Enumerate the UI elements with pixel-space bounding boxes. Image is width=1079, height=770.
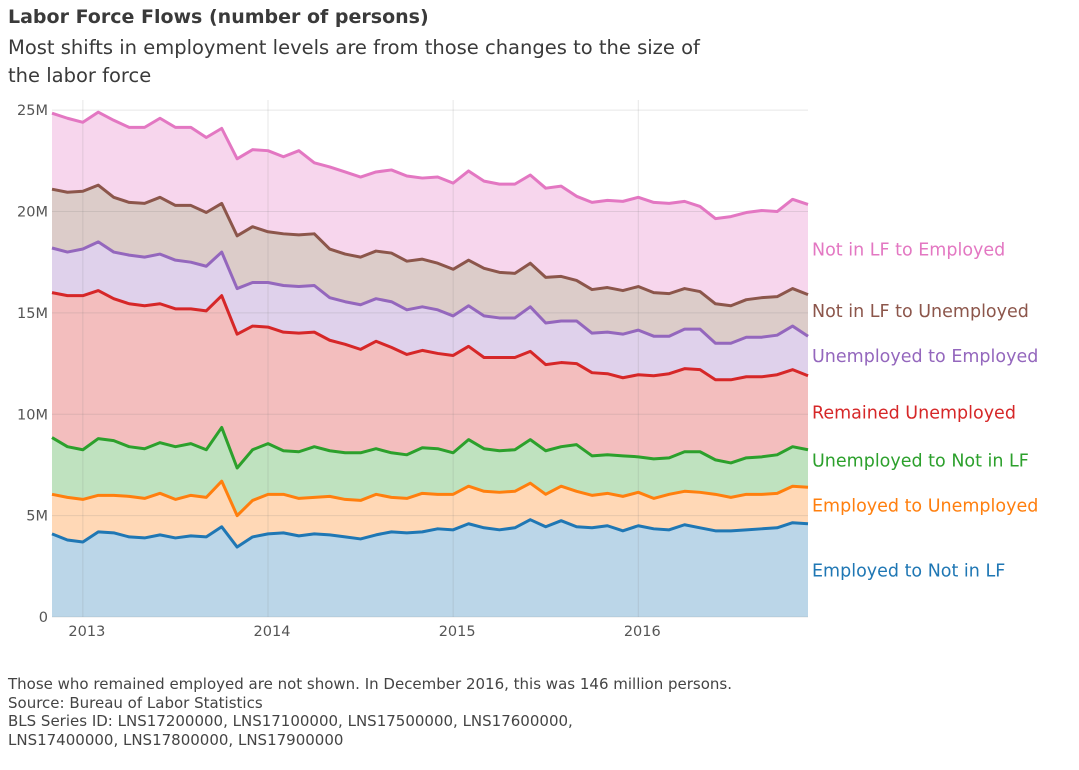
footer-source: Source: Bureau of Labor Statistics — [8, 693, 263, 712]
stacked-area-chart: 0 5M 10M 15M 20M 25M 2013 2014 2015 2016 Employe… — [17, 100, 1038, 640]
area-unemployed-to-not-in-lf — [52, 427, 808, 516]
line-unemployed-to-employed — [51, 240, 809, 345]
area-employed-to-unemployed — [52, 481, 808, 548]
line-employed-to-not-in-lf — [51, 518, 809, 549]
line-not-in-lf-to-employed — [51, 110, 809, 221]
line-unemployed-to-not-in-lf — [51, 425, 809, 470]
area-layers — [52, 112, 808, 617]
chart-title: Labor Force Flows (number of persons) — [8, 6, 429, 28]
line-not-in-lf-to-unemployed — [51, 183, 809, 308]
x-tick-label: 2013 — [68, 624, 105, 640]
series-lines — [51, 110, 809, 549]
line-employed-to-unemployed — [51, 479, 809, 518]
footer-series-ids-2: LNS17400000, LNS17800000, LNS17900000 — [8, 730, 344, 749]
footer-series-ids-1: BLS Series ID: LNS17200000, LNS17100000,… — [8, 712, 573, 730]
area-not-in-lf-to-unemployed — [52, 185, 808, 344]
y-tick-label: 0 — [39, 610, 48, 626]
chart-footer: Those who remained employed are not show… — [8, 675, 732, 749]
area-remained-unemployed — [52, 290, 808, 468]
y-tick-label: 15M — [17, 306, 48, 322]
area-employed-to-not-in-lf — [52, 519, 808, 617]
line-remained-unemployed — [51, 289, 809, 382]
y-axis: 0 5M 10M 15M 20M 25M — [17, 103, 48, 626]
gridlines — [52, 100, 808, 618]
area-unemployed-to-employed — [52, 241, 808, 380]
x-axis: 2013 2014 2015 2016 — [68, 624, 660, 640]
series-labels: Employed to Not in LF Employed to Unemplo… — [812, 241, 1038, 582]
series-label-not-in-lf-to-employed: Not in LF to Employed — [812, 241, 1005, 261]
series-label-unemployed-to-not-in-lf: Unemployed to Not in LF — [812, 451, 1029, 471]
x-tick-label: 2014 — [254, 624, 291, 640]
x-tick-label: 2015 — [439, 624, 476, 640]
series-label-employed-to-not-in-lf: Employed to Not in LF — [812, 561, 1005, 581]
y-tick-label: 5M — [26, 509, 48, 525]
series-label-remained-unemployed: Remained Unemployed — [812, 404, 1016, 424]
y-tick-label: 20M — [17, 205, 48, 221]
x-tick-label: 2016 — [624, 624, 661, 640]
series-label-not-in-lf-to-unemployed: Not in LF to Unemployed — [812, 302, 1029, 322]
chart-subtitle: Most shifts in employment levels are fro… — [8, 36, 700, 87]
y-tick-label: 10M — [17, 407, 48, 423]
series-label-employed-to-unemployed: Employed to Unemployed — [812, 496, 1038, 516]
y-tick-label: 25M — [17, 103, 48, 119]
area-not-in-lf-to-employed — [52, 112, 808, 306]
series-label-unemployed-to-employed: Unemployed to Employed — [812, 347, 1038, 367]
footer-note: Those who remained employed are not show… — [8, 675, 732, 693]
